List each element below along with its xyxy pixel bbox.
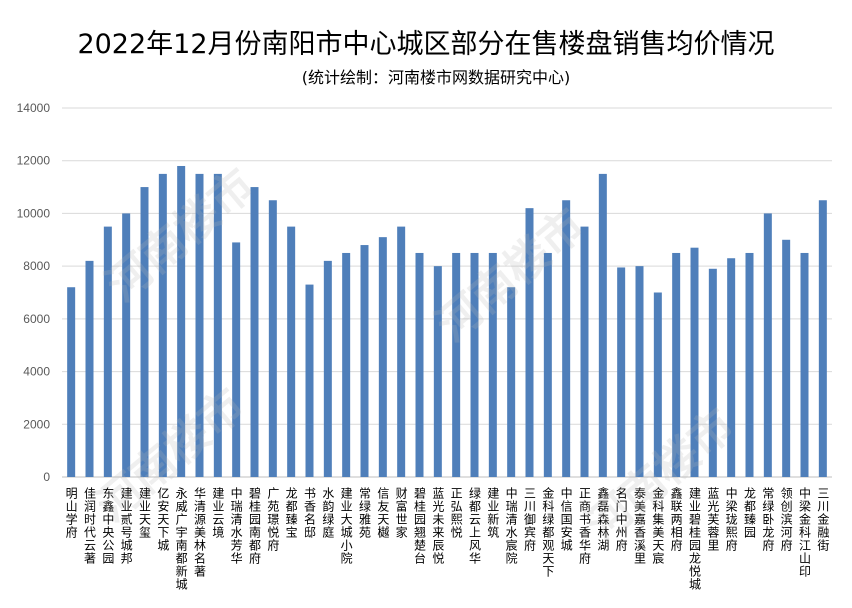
x-tick-label: 东鑫中央公园 bbox=[101, 487, 115, 565]
x-tick-label: 龙都臻宝 bbox=[284, 487, 298, 539]
x-tick-label: 广苑璟悦府 bbox=[266, 487, 280, 552]
x-tick-label: 龙都臻园 bbox=[743, 487, 757, 539]
y-tick-label: 6000 bbox=[23, 312, 50, 326]
bar bbox=[635, 266, 644, 477]
bar bbox=[140, 187, 149, 478]
bar bbox=[67, 287, 76, 477]
x-tick-label: 领创滨河府 bbox=[779, 487, 793, 552]
x-tick-label: 信友天樾 bbox=[376, 487, 390, 539]
chart-subtitle: (统计绘制：河南楼市网数据研究中心) bbox=[301, 68, 571, 87]
x-tick-label: 中梁珑熙府 bbox=[724, 486, 738, 552]
bar bbox=[708, 268, 717, 477]
y-tick-label: 4000 bbox=[23, 365, 50, 379]
y-tick-label: 0 bbox=[43, 470, 50, 484]
x-tick-label: 三川金融街 bbox=[816, 487, 830, 552]
bar bbox=[177, 165, 186, 477]
bar bbox=[397, 226, 406, 477]
x-tick-label: 蓝光芙蓉里 bbox=[706, 487, 720, 552]
x-tick-label: 中瑞清水芳华 bbox=[229, 486, 243, 565]
x-tick-label: 泰美嘉香溪里 bbox=[633, 487, 647, 565]
bar bbox=[507, 287, 516, 477]
x-tick-label: 名门中州府 bbox=[614, 486, 628, 552]
bar bbox=[415, 252, 424, 477]
bar bbox=[745, 252, 754, 477]
x-tick-label: 鑫联两相府 bbox=[669, 486, 683, 552]
x-tick-label: 建业天玺 bbox=[138, 487, 152, 539]
bar bbox=[617, 267, 626, 477]
x-tick-label: 金科绿都观天下 bbox=[541, 486, 555, 578]
x-tick-label: 建业云境 bbox=[211, 487, 225, 539]
x-tick-label: 常绿卧龙府 bbox=[761, 487, 775, 552]
x-tick-label: 鑫磊森林湖 bbox=[596, 486, 610, 552]
bar bbox=[672, 252, 681, 477]
x-tick-label: 正弘熙悦 bbox=[449, 487, 463, 539]
bar bbox=[543, 252, 552, 477]
y-tick-label: 12000 bbox=[17, 154, 51, 168]
bar bbox=[452, 252, 461, 477]
bar bbox=[598, 173, 607, 477]
x-tick-label: 建业新筑 bbox=[486, 487, 500, 539]
x-tick-label: 绿都云上风华 bbox=[468, 486, 482, 565]
bar bbox=[488, 252, 497, 477]
bar bbox=[653, 292, 662, 477]
bar bbox=[122, 213, 131, 477]
x-tick-label: 华清源美林名著 bbox=[193, 487, 207, 578]
x-tick-label: 书香名邸 bbox=[303, 487, 317, 539]
y-tick-label: 8000 bbox=[23, 259, 50, 273]
x-tick-label: 中信国安城 bbox=[559, 486, 573, 552]
bar bbox=[342, 252, 351, 477]
y-tick-label: 2000 bbox=[23, 417, 50, 431]
bar bbox=[305, 284, 314, 477]
bar bbox=[433, 266, 442, 477]
bar bbox=[818, 200, 827, 477]
bar bbox=[103, 226, 112, 477]
bar bbox=[232, 242, 241, 477]
x-tick-label: 建业大城小院 bbox=[339, 487, 353, 565]
bar bbox=[360, 245, 369, 477]
x-tick-label: 永威广宇南都新城 bbox=[174, 487, 188, 591]
y-tick-label: 10000 bbox=[17, 206, 51, 220]
x-tick-label: 正商书香华府 bbox=[578, 487, 592, 565]
bar bbox=[158, 173, 167, 477]
x-tick-label: 碧桂园南都府 bbox=[248, 487, 262, 565]
x-tick-label: 常绿雅苑 bbox=[358, 487, 372, 539]
bar bbox=[213, 173, 222, 477]
x-tick-label: 亿安天下城 bbox=[156, 486, 170, 552]
bar bbox=[85, 260, 94, 477]
x-tick-label: 中梁金科江山印 bbox=[798, 486, 812, 578]
bar bbox=[727, 258, 736, 477]
bar bbox=[323, 260, 332, 477]
x-tick-label: 建业贰号城邦 bbox=[119, 487, 133, 565]
bar bbox=[378, 237, 387, 477]
bar bbox=[525, 208, 534, 477]
bar bbox=[800, 252, 809, 477]
y-tick-label: 14000 bbox=[17, 101, 51, 115]
x-tick-label: 蓝光未来辰悦 bbox=[431, 487, 445, 565]
x-tick-label: 水韵绿庭 bbox=[321, 487, 335, 539]
bar bbox=[690, 247, 699, 477]
bar bbox=[470, 252, 479, 477]
bar bbox=[782, 239, 791, 477]
x-tick-label: 佳润时代云著 bbox=[83, 487, 97, 565]
x-tick-label: 明山学府 bbox=[64, 487, 78, 539]
x-tick-label: 碧桂园翘楚台 bbox=[413, 487, 427, 565]
bar bbox=[562, 200, 571, 477]
x-tick-label: 建业碧桂园龙悦城 bbox=[688, 487, 702, 591]
bar bbox=[763, 213, 772, 477]
bar bbox=[268, 200, 277, 477]
x-tick-label: 中瑞清水宸院 bbox=[504, 486, 518, 565]
bar bbox=[250, 187, 259, 478]
bar bbox=[580, 226, 589, 477]
x-tick-label: 三川御宾府 bbox=[523, 487, 537, 552]
chart-title: 2022年12月份南阳市中心城区部分在售楼盘销售均价情况 bbox=[77, 29, 775, 60]
x-tick-label: 金科集美天宸 bbox=[651, 486, 665, 565]
x-tick-label: 财富世家 bbox=[394, 487, 408, 539]
bar bbox=[287, 226, 296, 477]
bar bbox=[195, 173, 204, 477]
